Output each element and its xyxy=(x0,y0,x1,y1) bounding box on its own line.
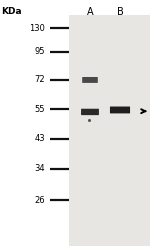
Text: 26: 26 xyxy=(34,196,45,205)
FancyBboxPatch shape xyxy=(110,107,130,113)
Text: 34: 34 xyxy=(34,164,45,173)
Text: 72: 72 xyxy=(34,76,45,84)
Text: KDa: KDa xyxy=(2,7,22,16)
Bar xyxy=(69,15,150,246)
Text: 95: 95 xyxy=(34,47,45,56)
FancyBboxPatch shape xyxy=(82,77,98,83)
FancyBboxPatch shape xyxy=(81,109,99,115)
Text: B: B xyxy=(117,7,123,17)
Text: 55: 55 xyxy=(34,105,45,114)
Text: 130: 130 xyxy=(29,24,45,33)
Text: 43: 43 xyxy=(34,135,45,143)
Text: A: A xyxy=(87,7,93,17)
